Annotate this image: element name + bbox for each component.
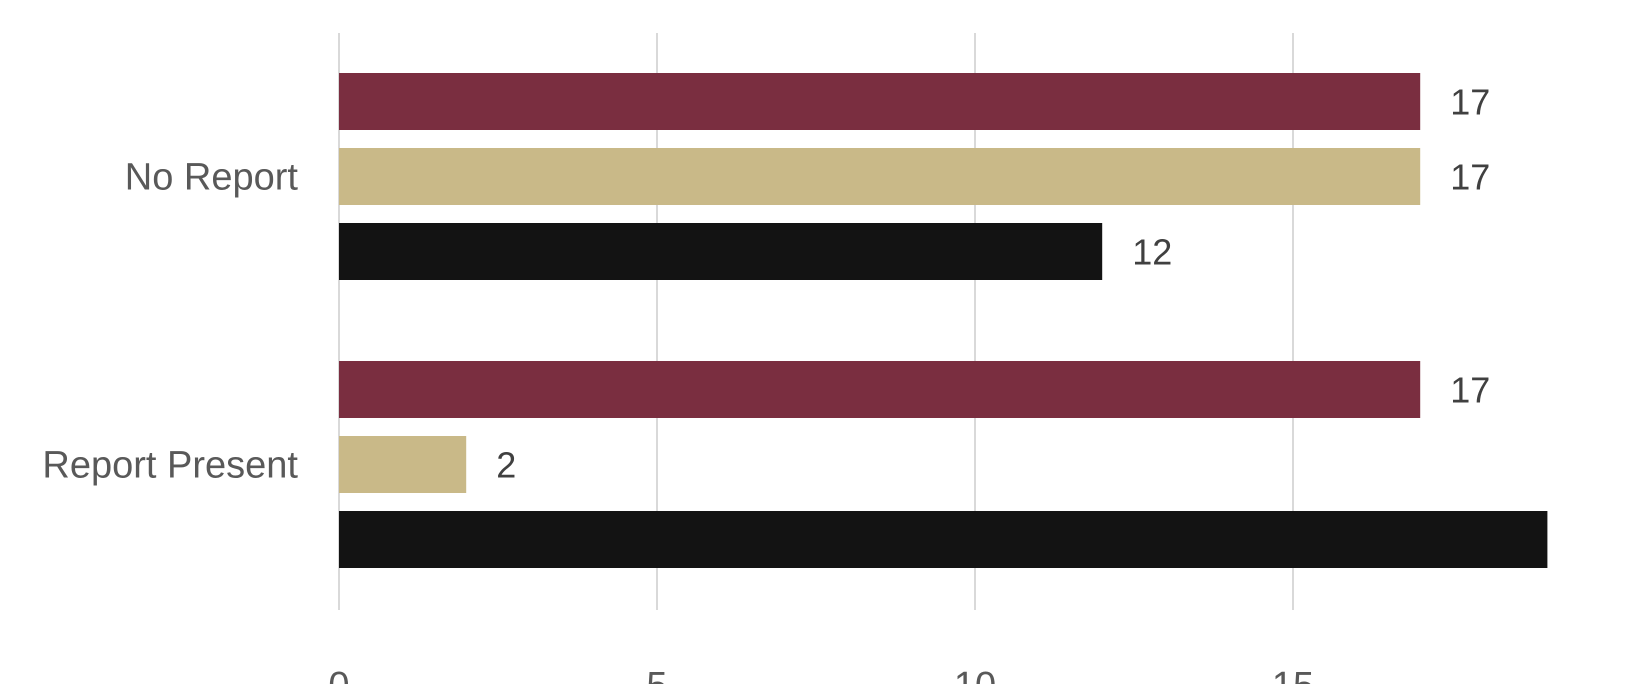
x-axis-ticks: 0 5 10 15 [328,665,1314,684]
x-tick-label: 5 [646,665,667,684]
data-label: 2 [496,445,516,486]
x-tick-label: 15 [1272,665,1314,684]
bar [339,223,1103,280]
data-label: 17 [1450,157,1490,198]
x-tick-label: 10 [954,665,996,684]
category-labels: No Report Report Present [42,157,298,487]
data-label: 17 [1450,370,1490,411]
x-tick-label: 0 [328,665,349,684]
bar [339,436,467,493]
bars [339,73,1548,568]
bar [339,511,1548,568]
category-label: Report Present [42,445,298,487]
data-label: 17 [1450,82,1490,123]
bar [339,148,1421,205]
bar [339,361,1421,418]
category-label: No Report [125,157,299,199]
bar [339,73,1421,130]
data-labels: 17 17 12 17 2 [496,82,1490,486]
data-label: 12 [1132,232,1172,273]
